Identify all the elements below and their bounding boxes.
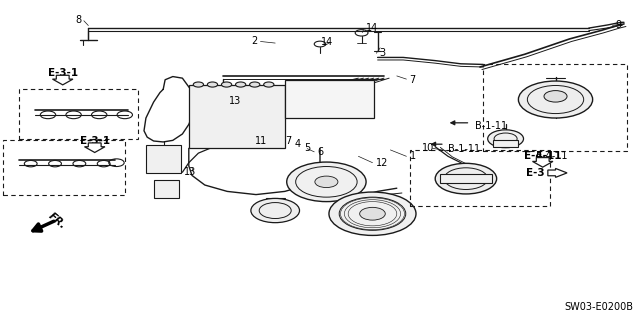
Text: 13: 13	[228, 96, 241, 107]
Circle shape	[207, 82, 218, 87]
Text: 2: 2	[252, 36, 258, 46]
Circle shape	[287, 162, 366, 202]
Text: FR.: FR.	[46, 211, 67, 231]
Text: 13: 13	[184, 167, 196, 177]
Bar	[483, 64, 627, 151]
Circle shape	[518, 81, 593, 118]
Text: 14: 14	[366, 23, 378, 33]
Text: E-4-11: E-4-11	[536, 151, 568, 161]
FancyArrow shape	[532, 158, 553, 167]
Text: 12: 12	[376, 158, 388, 168]
FancyArrow shape	[548, 168, 567, 177]
Text: 4: 4	[294, 139, 301, 149]
Bar	[410, 150, 550, 206]
Text: 3: 3	[380, 48, 386, 58]
Text: 7: 7	[410, 75, 416, 85]
Text: 14: 14	[321, 37, 333, 47]
FancyArrow shape	[84, 143, 105, 152]
Bar	[493, 140, 518, 147]
Bar	[19, 89, 138, 139]
Text: 10: 10	[422, 143, 435, 153]
Circle shape	[435, 163, 497, 194]
Text: 11: 11	[255, 136, 267, 146]
Circle shape	[264, 82, 274, 87]
FancyArrow shape	[52, 75, 73, 85]
Text: B-1-11: B-1-11	[448, 144, 480, 154]
Text: 8: 8	[75, 15, 81, 25]
Circle shape	[236, 82, 246, 87]
Circle shape	[221, 82, 232, 87]
Bar	[3, 140, 125, 195]
Circle shape	[315, 176, 338, 188]
Circle shape	[360, 207, 385, 220]
Circle shape	[193, 82, 204, 87]
Bar	[285, 80, 374, 118]
Bar	[146, 145, 181, 173]
Circle shape	[458, 174, 474, 183]
Text: SW03-E0200B: SW03-E0200B	[564, 302, 634, 312]
Circle shape	[251, 198, 300, 223]
Text: E-3: E-3	[525, 168, 545, 178]
Text: 9: 9	[616, 20, 622, 30]
Text: 7: 7	[285, 136, 291, 146]
Bar	[440, 174, 492, 183]
Circle shape	[329, 192, 416, 235]
Text: E-3-1: E-3-1	[47, 68, 78, 78]
Bar	[154, 180, 179, 198]
Text: E-3-1: E-3-1	[79, 136, 110, 146]
Circle shape	[250, 82, 260, 87]
Circle shape	[544, 91, 567, 102]
Text: E-4-11: E-4-11	[524, 151, 561, 161]
Text: 6: 6	[317, 147, 324, 157]
Circle shape	[488, 130, 524, 148]
Bar	[189, 85, 285, 148]
Text: 5: 5	[304, 143, 310, 153]
Text: B-1-11: B-1-11	[475, 121, 507, 131]
Text: 1: 1	[410, 151, 416, 161]
